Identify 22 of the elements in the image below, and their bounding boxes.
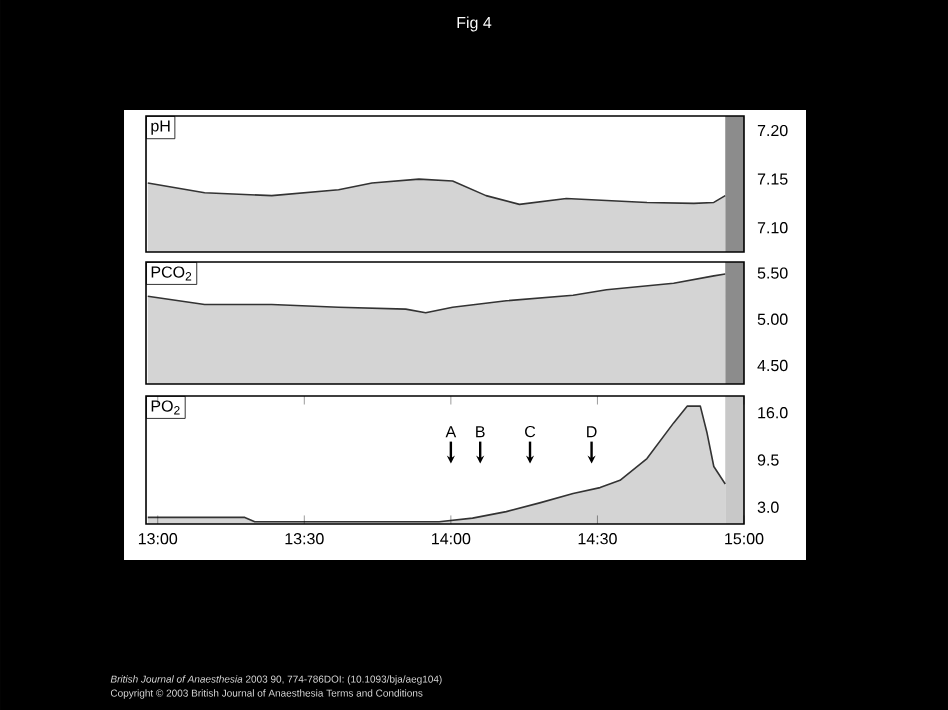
y-tick-label: 16.0 — [758, 407, 788, 419]
y-axis-title: PO$_{2}$ — [151, 400, 180, 415]
annotation: C — [525, 425, 536, 438]
x-tick-label: 14:30 — [578, 533, 617, 545]
y-tick-label: 7.20 — [757, 124, 788, 137]
annotation: D — [587, 426, 597, 438]
y-tick-label: 3.0 — [757, 501, 779, 513]
y-tick-label: 9.5 — [757, 454, 779, 466]
annotation: A — [445, 426, 457, 438]
annotation: B — [476, 426, 485, 438]
y-tick-label: 5.50 — [757, 267, 788, 279]
y-tick-label: 4.50 — [757, 359, 788, 372]
chart-title: Fig 4 — [457, 16, 492, 32]
y-tick-label: 5.00 — [757, 313, 788, 325]
y-axis-title: PCO$_{2}$ — [151, 266, 192, 281]
x-tick-label: 14:00 — [432, 533, 471, 545]
y-axis-title: pH — [151, 120, 170, 135]
x-tick-label: 13:00 — [138, 533, 178, 545]
y-tick-label: 7.15 — [757, 173, 788, 185]
x-tick-label: 15:00 — [725, 533, 764, 545]
x-tick-label: 13:30 — [285, 533, 324, 545]
y-tick-label: 7.10 — [757, 222, 788, 234]
